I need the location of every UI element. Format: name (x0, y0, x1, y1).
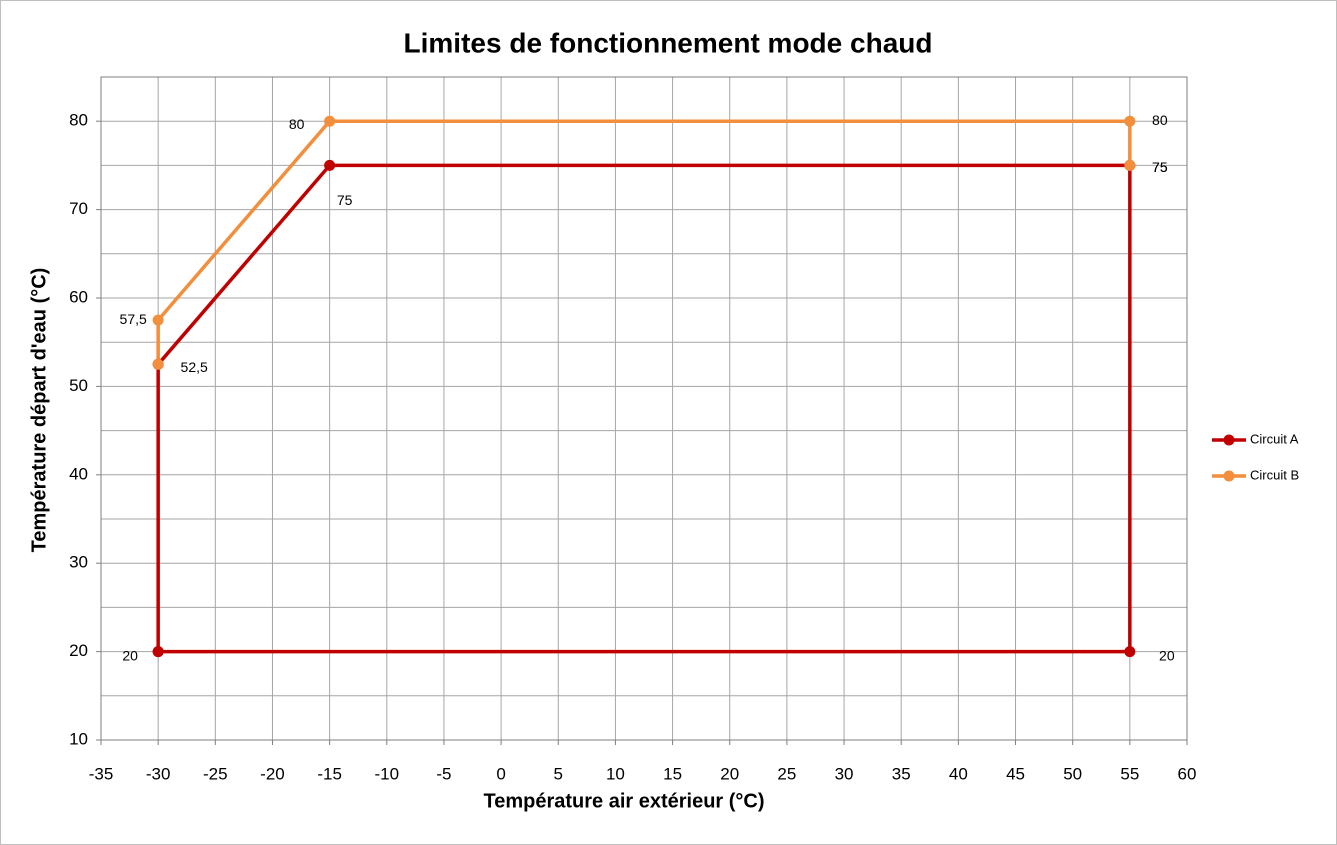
data-label: 75 (1152, 159, 1168, 175)
x-tick-label: 55 (1120, 764, 1139, 783)
x-tick-label: -10 (375, 764, 400, 783)
chart-title: Limites de fonctionnement mode chaud (404, 27, 933, 58)
point-marker (1124, 159, 1136, 171)
x-tick-label: 5 (554, 764, 563, 783)
legend-marker (1223, 470, 1235, 482)
x-tick-label: 60 (1178, 764, 1197, 783)
data-label: 20 (1159, 647, 1175, 663)
y-tick-label: 20 (69, 641, 88, 660)
point-marker (152, 358, 164, 370)
x-tick-label: 10 (606, 764, 625, 783)
x-tick-label: 15 (663, 764, 682, 783)
x-axis-label: Température air extérieur (°C) (483, 790, 764, 812)
y-tick-label: 30 (69, 553, 88, 572)
data-label: 57,5 (120, 311, 147, 327)
x-tick-label: -25 (203, 764, 228, 783)
x-tick-label: -20 (260, 764, 285, 783)
series-line (156, 163, 1132, 654)
legend-label: Circuit A (1250, 431, 1299, 446)
point-marker (324, 115, 336, 127)
legend-marker (1223, 434, 1235, 446)
data-label: 20 (122, 647, 138, 663)
x-tick-label: 30 (835, 764, 854, 783)
data-label: 75 (337, 192, 353, 208)
x-tick-label: -5 (436, 764, 451, 783)
data-label: 52,5 (181, 359, 208, 375)
point-marker (1124, 646, 1136, 658)
x-tick-label: 50 (1063, 764, 1082, 783)
point-marker (1124, 115, 1136, 127)
x-tick-label: 35 (892, 764, 911, 783)
x-tick-label: 20 (720, 764, 739, 783)
x-tick-label: 40 (949, 764, 968, 783)
x-tick-label: -15 (317, 764, 342, 783)
data-label: 75 (1152, 159, 1168, 175)
y-tick-label: 70 (69, 199, 88, 218)
y-axis-label: Température départ d'eau (°C) (28, 268, 50, 553)
x-tick-label: -35 (89, 764, 114, 783)
x-tick-label: -30 (146, 764, 171, 783)
plot-border (100, 76, 1188, 741)
point-marker (152, 646, 164, 658)
point-marker (152, 314, 164, 326)
x-tick-label: 25 (777, 764, 796, 783)
y-tick-label: 80 (69, 111, 88, 130)
y-tick-label: 60 (69, 287, 88, 306)
y-tick-label: 10 (69, 729, 88, 748)
data-label: 80 (1152, 112, 1168, 128)
point-marker (324, 159, 336, 171)
x-tick-label: 45 (1006, 764, 1025, 783)
data-label: 80 (289, 116, 305, 132)
y-tick-label: 50 (69, 376, 88, 395)
legend-label: Circuit B (1250, 467, 1299, 482)
x-tick-label: 0 (496, 764, 505, 783)
y-tick-label: 40 (69, 464, 88, 483)
